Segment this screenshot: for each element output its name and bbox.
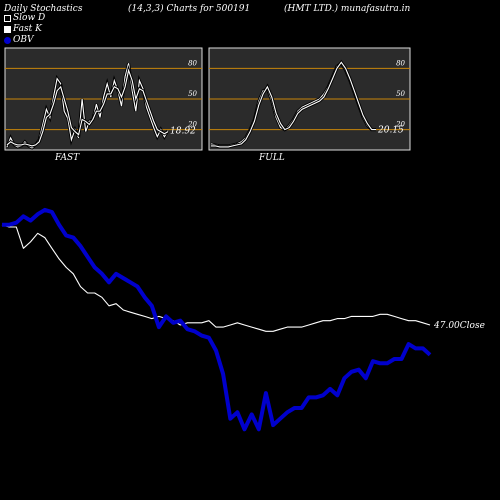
fast-k-swatch — [4, 26, 11, 33]
panel-label-full: FULL — [258, 153, 285, 163]
obv-line — [2, 207, 432, 432]
chart-source: (HMT LTD.) munafasutra.in — [284, 4, 411, 14]
legend-fast-k: Fast K — [4, 24, 45, 35]
legend: Slow D Fast K OBV — [4, 13, 45, 46]
legend-slow-d: Slow D — [4, 13, 45, 24]
last-value-label: 18.92 — [170, 127, 196, 137]
level-label-20: 20 — [395, 121, 405, 129]
last-value-label: 20.15 — [377, 126, 404, 136]
close-value-label: 47.00Close — [433, 321, 485, 331]
level-label-80: 80 — [396, 59, 405, 67]
chart-params: (14,3,3) Charts for 500191 — [128, 4, 251, 14]
panel-label-fast: FAST — [54, 153, 80, 163]
series-line-fast-k — [211, 61, 376, 148]
level-label-20: 20 — [187, 121, 197, 129]
level-label-50: 50 — [188, 90, 197, 98]
chart-title: Daily Stochastics — [4, 4, 83, 14]
level-label-80: 80 — [188, 59, 197, 67]
close-line — [1, 224, 431, 332]
slow-d-swatch — [4, 15, 11, 22]
series-line-slow-d — [6, 68, 169, 147]
level-label-50: 50 — [396, 90, 405, 98]
obv-swatch — [4, 37, 11, 44]
legend-obv: OBV — [4, 35, 45, 46]
